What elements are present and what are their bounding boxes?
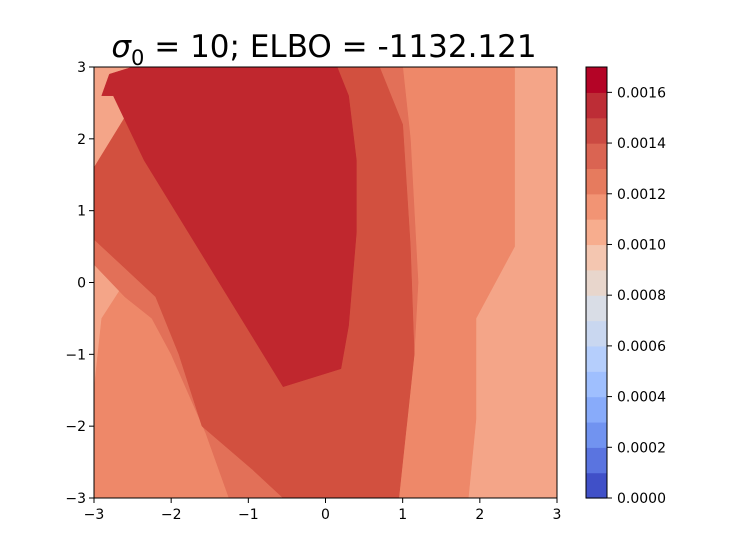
colorbar-segment <box>586 472 607 499</box>
colorbar-segment <box>586 396 607 423</box>
y-axis: −3 −2 −1 0 1 2 3 <box>65 60 94 507</box>
x-tick-label: −2 <box>161 507 182 523</box>
y-tick-label: 2 <box>77 132 86 148</box>
colorbar-tick-label: 0.0004 <box>617 390 666 406</box>
colorbar-segment <box>586 219 607 246</box>
y-tick-label: −3 <box>65 491 86 507</box>
colorbar-segment <box>586 92 607 119</box>
title-subscript: 0 <box>131 46 144 70</box>
x-axis: −3 −2 −1 0 1 2 3 <box>84 498 562 523</box>
contour-band-4 <box>101 67 357 387</box>
colorbar-tick-label: 0.0008 <box>617 288 666 304</box>
x-tick-label: −1 <box>238 507 259 523</box>
colorbar-tick-label: 0.0000 <box>617 491 666 507</box>
y-tick-label: −1 <box>65 347 86 363</box>
colorbar-segment <box>586 447 607 474</box>
colorbar-tick-label: 0.0006 <box>617 339 666 355</box>
y-tick-label: 1 <box>77 204 86 220</box>
y-tick-label: 3 <box>77 60 86 76</box>
x-tick-label: 2 <box>475 507 484 523</box>
plot-area <box>93 66 558 499</box>
colorbar-tick-label: 0.0016 <box>617 85 666 101</box>
colorbar-segment <box>586 345 607 372</box>
colorbar-segment <box>586 193 607 220</box>
colorbar-tick-label: 0.0010 <box>617 237 666 253</box>
x-tick-label: 1 <box>398 507 407 523</box>
colorbar-segment <box>586 295 607 322</box>
x-tick-label: 0 <box>321 507 330 523</box>
colorbar-frame <box>585 66 608 499</box>
colorbar-tick-label: 0.0014 <box>617 136 666 152</box>
colorbar-segment <box>586 421 607 448</box>
colorbar-segment <box>586 168 607 195</box>
title-sigma: σ <box>111 29 132 65</box>
chart-title: σ0 = 10; ELBO = -1132.121 <box>111 29 536 70</box>
colorbar-tick-label: 0.0012 <box>617 187 666 203</box>
colorbar-segment <box>586 371 607 398</box>
colorbar: 0.0000 0.0002 0.0004 0.0006 0.0008 0.0010 0.00… <box>585 66 666 507</box>
x-tick-label: −3 <box>84 507 105 523</box>
title-rest: = 10; ELBO = -1132.121 <box>144 29 536 65</box>
colorbar-segment <box>586 269 607 296</box>
colorbar-tick-label: 0.0002 <box>617 440 666 456</box>
colorbar-segment <box>586 117 607 144</box>
y-tick-label: −2 <box>65 419 86 435</box>
colorbar-segment <box>586 320 607 347</box>
colorbar-segment <box>586 67 607 93</box>
colorbar-segment <box>586 244 607 271</box>
x-tick-label: 3 <box>553 507 562 523</box>
colorbar-segment <box>586 143 607 170</box>
y-tick-label: 0 <box>77 276 86 292</box>
